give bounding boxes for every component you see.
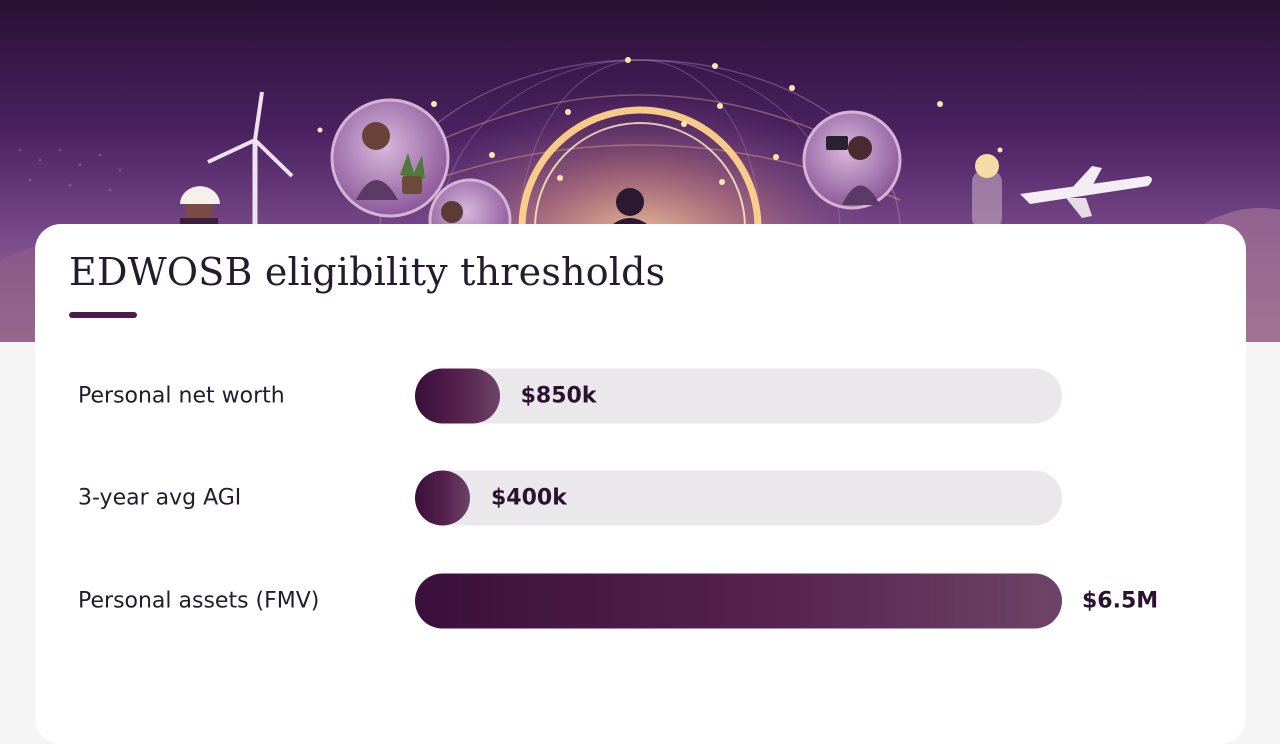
bar-personal-assets-fmv <box>415 573 1062 629</box>
row-label-personal-assets-fmv: Personal assets (FMV) <box>78 588 320 614</box>
row-label-3-year-avg-agi: 3-year avg AGI <box>78 485 242 511</box>
value-label-personal-net-worth: $850k <box>520 383 597 409</box>
bar-3-year-avg-agi <box>415 470 470 526</box>
row-label-personal-net-worth: Personal net worth <box>78 383 285 409</box>
bar-track-personal-assets-fmv <box>415 573 1062 629</box>
bar-personal-net-worth <box>415 368 500 424</box>
value-label-personal-assets-fmv: $6.5M <box>1082 588 1159 614</box>
title-underline <box>69 312 137 318</box>
bar-track-3-year-avg-agi <box>415 470 1062 526</box>
card-title: EDWOSB eligibility thresholds <box>69 250 666 294</box>
value-label-3-year-avg-agi: $400k <box>491 485 567 511</box>
bar-track-personal-net-worth <box>415 368 1062 424</box>
thresholds-card: EDWOSB eligibility thresholds Personal n… <box>35 224 1246 744</box>
thresholds-bar-chart: Personal net worth $850k 3-year avg AGI $40… <box>35 224 1246 744</box>
